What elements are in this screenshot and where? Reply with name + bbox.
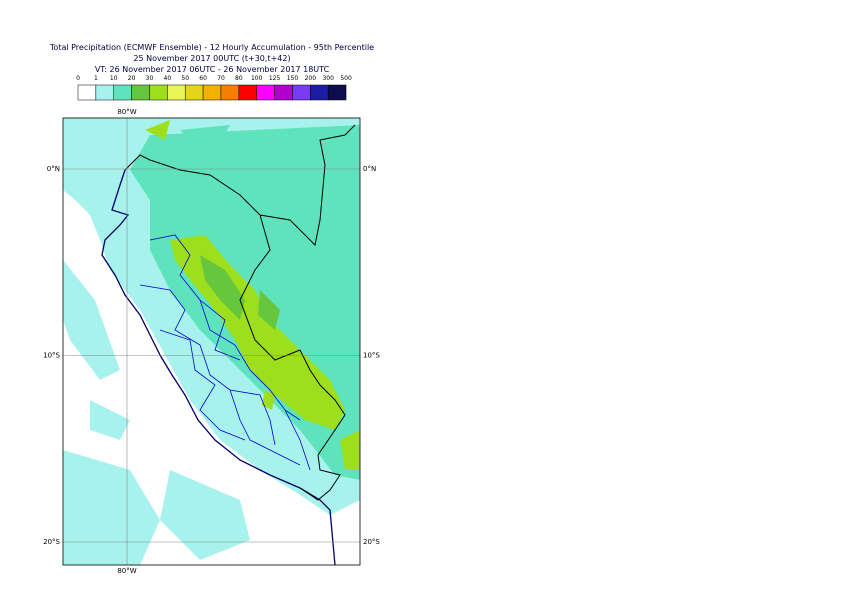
map <box>63 118 360 565</box>
legend: 0 1 10 20 30 40 50 60 70 80 100 125 150 200 300 500 <box>76 75 352 101</box>
latitude-label: 20°S <box>43 538 60 546</box>
legend-swatch <box>238 84 257 101</box>
legend-swatch <box>113 84 132 101</box>
graticule <box>63 118 360 565</box>
latitude-label: 10°S <box>363 352 380 360</box>
regional-borders <box>139 234 311 471</box>
valid-time: VT: 26 November 2017 06UTC - 26 November… <box>95 65 330 74</box>
legend-swatch <box>95 84 114 101</box>
legend-label: 150 <box>287 75 299 82</box>
legend-swatch <box>184 84 204 101</box>
legend-swatch <box>220 84 240 101</box>
legend-label: 10 <box>110 75 118 82</box>
legend-label: 200 <box>305 75 317 82</box>
latitude-label: 10°S <box>43 352 60 360</box>
legend-swatch <box>167 84 186 101</box>
legend-swatch <box>256 84 275 101</box>
longitude-label: 80°W <box>117 108 136 116</box>
legend-label: 100 <box>251 75 263 82</box>
legend-label: 500 <box>340 75 352 82</box>
legend-swatch <box>131 84 150 101</box>
grid-labels: 80°W 80°W 0°N 0°N 10°S 10°S 20°S 20°S <box>43 108 380 575</box>
precip-heavy <box>145 120 360 470</box>
legend-label: 80 <box>235 75 243 82</box>
legend-label: 20 <box>128 75 136 82</box>
legend-swatch <box>149 84 168 101</box>
legend-label: 30 <box>146 75 154 82</box>
legend-label: 50 <box>181 75 189 82</box>
latitude-label: 0°N <box>47 165 60 173</box>
latitude-label: 0°N <box>363 165 376 173</box>
legend-swatch <box>292 84 311 101</box>
national-border <box>124 124 356 501</box>
title: Total Precipitation (ECMWF Ensemble) - 1… <box>49 43 374 52</box>
map-frame <box>62 117 361 566</box>
legend-swatch <box>310 84 329 101</box>
legend-swatch <box>202 84 222 101</box>
legend-label: 70 <box>217 75 225 82</box>
legend-label: 125 <box>269 75 281 82</box>
precip-heavy-core <box>200 255 280 330</box>
latitude-label: 20°S <box>363 538 380 546</box>
base-time: 25 November 2017 00UTC (t+30,t+42) <box>133 54 290 63</box>
coastline <box>101 169 336 565</box>
legend-swatch <box>77 84 97 101</box>
legend-swatch <box>274 84 293 101</box>
legend-label: 60 <box>199 75 207 82</box>
legend-swatch <box>327 84 347 101</box>
legend-label: 1 <box>94 75 98 82</box>
legend-label: 300 <box>322 75 334 82</box>
longitude-label: 80°W <box>117 567 136 575</box>
legend-label: 40 <box>164 75 172 82</box>
legend-label: 0 <box>76 75 80 82</box>
